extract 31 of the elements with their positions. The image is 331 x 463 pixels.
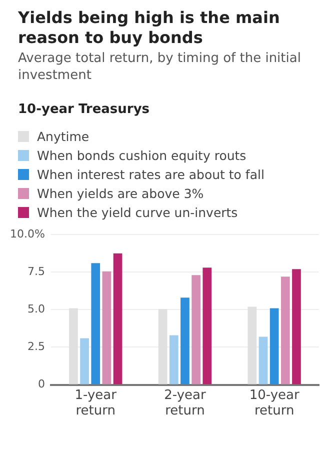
y-tick-label: 2.5	[27, 340, 45, 354]
x-tick-label: 10-year return	[249, 388, 300, 419]
bar	[248, 306, 257, 384]
bar	[69, 308, 78, 384]
legend-title: 10-year Treasurys	[18, 102, 151, 117]
legend-label: When bonds cushion equity routs	[37, 148, 246, 163]
legend-label: When the yield curve un-inverts	[37, 205, 238, 220]
bar	[292, 269, 301, 384]
legend-label: When yields are above 3%	[37, 186, 204, 201]
bar	[158, 308, 168, 384]
legend-label: Anytime	[37, 129, 90, 144]
y-tick-label: 5.0	[27, 302, 45, 316]
y-tick-label: 0	[38, 378, 45, 391]
bar	[202, 268, 212, 384]
bar	[270, 308, 279, 384]
chart-subtitle: Average total return, by timing of the initial investment	[18, 50, 302, 84]
bar	[192, 275, 200, 384]
x-tick-label: 2-year return	[164, 388, 206, 419]
bar	[102, 271, 112, 384]
y-tick-label: 10.0%	[10, 227, 45, 240]
bar	[180, 298, 190, 384]
x-tick-label: 1-year return	[74, 388, 118, 419]
bar	[91, 263, 100, 384]
bar	[169, 335, 178, 384]
bar	[80, 338, 89, 384]
y-tick-label: 7.5	[27, 265, 45, 278]
bar	[258, 336, 268, 384]
bar	[280, 276, 290, 384]
legend-label: When interest rates are about to fall	[37, 167, 264, 182]
bar	[113, 253, 122, 384]
chart-title: Yields being high is the main reason to buy bonds	[18, 8, 281, 48]
